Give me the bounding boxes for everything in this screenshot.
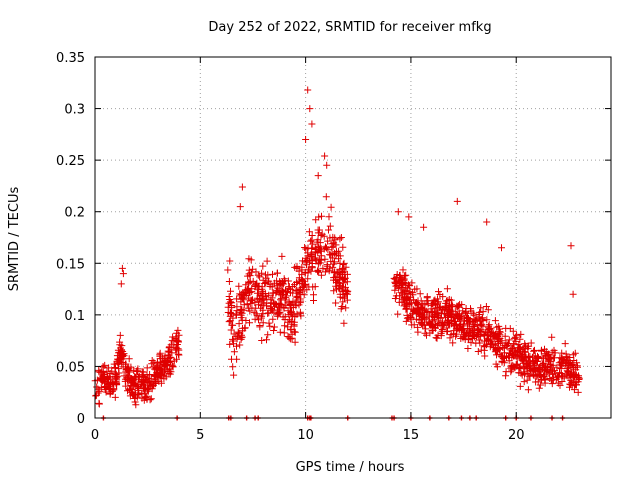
x-tick-label: 15 [403, 428, 420, 443]
y-tick-label: 0.15 [56, 257, 85, 272]
y-axis-label: SRMTID / TECUs [7, 187, 22, 292]
y-tick-label: 0.2 [64, 206, 85, 221]
x-tick-label: 10 [297, 428, 314, 443]
y-tick-label: 0.35 [56, 51, 85, 66]
data-points [91, 86, 583, 409]
x-tick-label: 20 [508, 428, 525, 443]
scatter-markers [91, 86, 583, 409]
x-tick-label: 0 [91, 428, 99, 443]
grid-lines [95, 57, 611, 418]
y-tick-label: 0.25 [56, 154, 85, 169]
chart-title: Day 252 of 2022, SRMTID for receiver mfk… [208, 20, 491, 35]
y-tick-label: 0.1 [64, 309, 85, 324]
y-tick-label: 0.3 [64, 103, 85, 118]
x-tick-label: 5 [196, 428, 204, 443]
x-axis-label: GPS time / hours [296, 460, 405, 475]
axis-ticks: 0 0.05 0.1 0.15 0.2 0.25 0.3 0.35 0 5 10 15 20 [56, 51, 611, 443]
y-tick-label: 0 [77, 412, 85, 427]
y-tick-label: 0.05 [56, 360, 85, 375]
plot-frame [94, 56, 612, 419]
